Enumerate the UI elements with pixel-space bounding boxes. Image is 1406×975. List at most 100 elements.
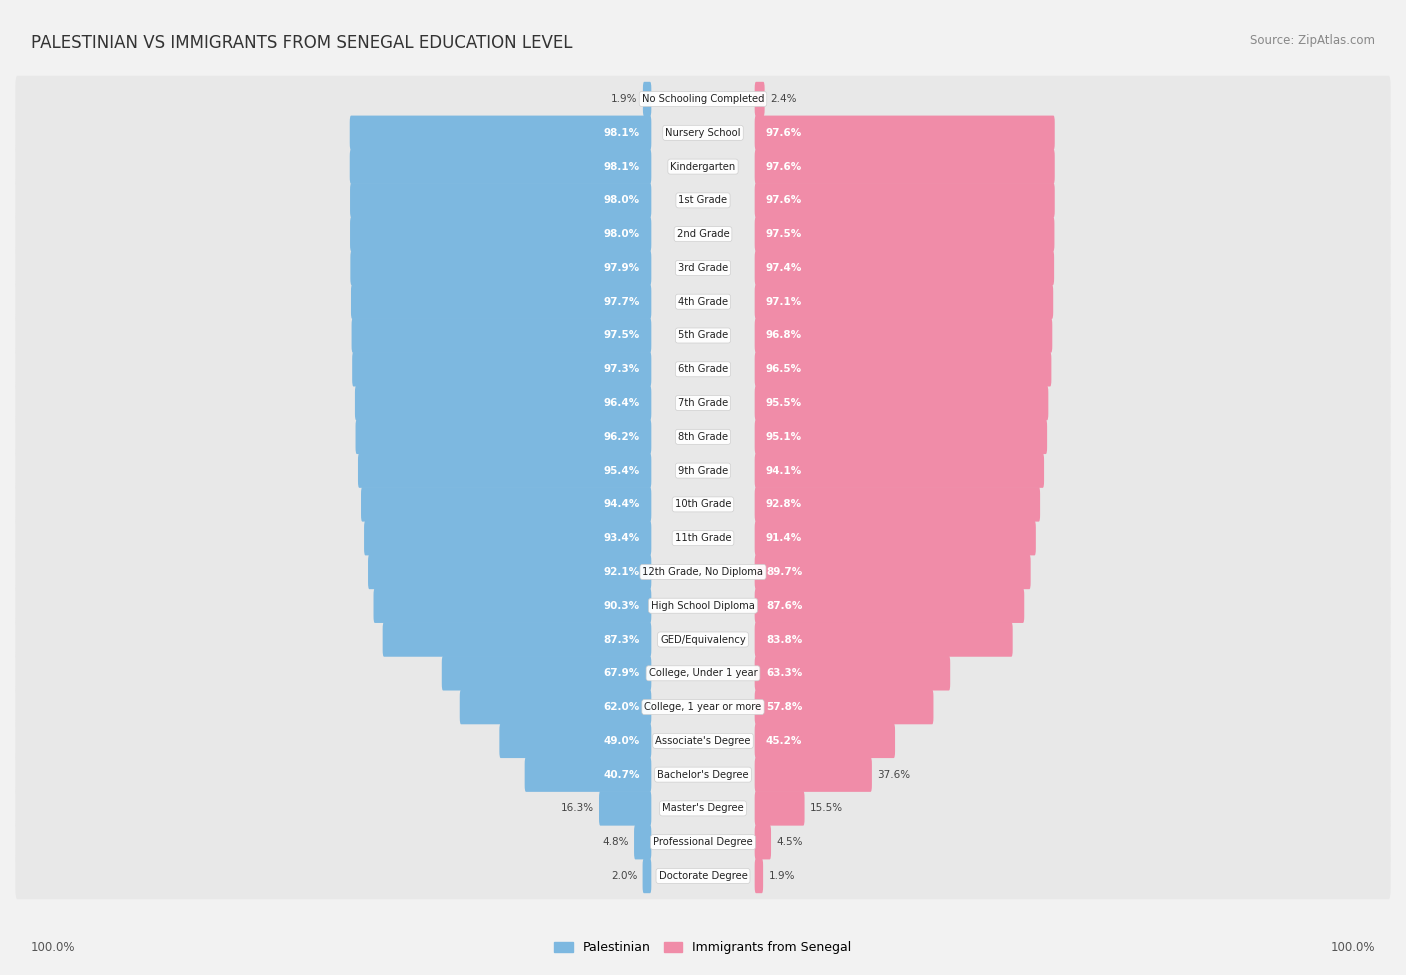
FancyBboxPatch shape [374,589,651,623]
FancyBboxPatch shape [352,285,651,319]
FancyBboxPatch shape [755,251,1054,285]
FancyBboxPatch shape [15,549,1391,596]
FancyBboxPatch shape [15,582,1391,629]
FancyBboxPatch shape [755,488,1040,522]
Text: 1.9%: 1.9% [769,871,794,881]
FancyBboxPatch shape [755,589,1024,623]
Text: 2nd Grade: 2nd Grade [676,229,730,239]
FancyBboxPatch shape [755,555,1031,589]
FancyBboxPatch shape [361,488,651,522]
FancyBboxPatch shape [499,723,651,759]
FancyBboxPatch shape [755,149,1054,184]
Text: 97.5%: 97.5% [766,229,803,239]
Text: 12th Grade, No Diploma: 12th Grade, No Diploma [643,566,763,577]
Text: 97.6%: 97.6% [766,195,803,206]
FancyBboxPatch shape [755,859,763,893]
FancyBboxPatch shape [755,352,1052,386]
Text: 98.1%: 98.1% [605,128,640,137]
Text: 97.4%: 97.4% [766,263,803,273]
Text: 83.8%: 83.8% [766,635,803,644]
Text: 91.4%: 91.4% [766,533,803,543]
FancyBboxPatch shape [15,379,1391,426]
FancyBboxPatch shape [354,386,651,420]
FancyBboxPatch shape [352,352,651,386]
Text: 96.5%: 96.5% [766,365,801,374]
Text: 11th Grade: 11th Grade [675,533,731,543]
FancyBboxPatch shape [755,216,1054,252]
FancyBboxPatch shape [755,758,872,792]
FancyBboxPatch shape [599,791,651,826]
FancyBboxPatch shape [15,211,1391,257]
FancyBboxPatch shape [350,216,651,252]
FancyBboxPatch shape [15,752,1391,798]
FancyBboxPatch shape [755,82,765,116]
Text: 87.3%: 87.3% [603,635,640,644]
Text: 97.5%: 97.5% [603,331,640,340]
FancyBboxPatch shape [350,183,651,217]
Text: Nursery School: Nursery School [665,128,741,137]
Text: Source: ZipAtlas.com: Source: ZipAtlas.com [1250,34,1375,47]
FancyBboxPatch shape [755,521,1036,556]
FancyBboxPatch shape [350,251,651,285]
Text: 2.0%: 2.0% [612,871,637,881]
FancyBboxPatch shape [755,656,950,690]
FancyBboxPatch shape [755,825,770,859]
FancyBboxPatch shape [441,656,651,690]
FancyBboxPatch shape [15,346,1391,393]
FancyBboxPatch shape [15,245,1391,292]
FancyBboxPatch shape [755,183,1054,217]
FancyBboxPatch shape [350,116,651,150]
FancyBboxPatch shape [755,690,934,724]
FancyBboxPatch shape [15,718,1391,764]
Text: 62.0%: 62.0% [603,702,640,712]
FancyBboxPatch shape [15,76,1391,122]
Text: 97.7%: 97.7% [603,296,640,307]
Text: 92.8%: 92.8% [766,499,801,509]
FancyBboxPatch shape [524,758,651,792]
FancyBboxPatch shape [460,690,651,724]
FancyBboxPatch shape [15,785,1391,832]
FancyBboxPatch shape [15,616,1391,663]
Text: 89.7%: 89.7% [766,566,803,577]
Text: 98.0%: 98.0% [605,195,640,206]
Text: Kindergarten: Kindergarten [671,162,735,172]
Legend: Palestinian, Immigrants from Senegal: Palestinian, Immigrants from Senegal [550,936,856,959]
Text: College, 1 year or more: College, 1 year or more [644,702,762,712]
Text: Doctorate Degree: Doctorate Degree [658,871,748,881]
FancyBboxPatch shape [755,285,1053,319]
Text: Professional Degree: Professional Degree [654,838,752,847]
FancyBboxPatch shape [352,318,651,353]
Text: 10th Grade: 10th Grade [675,499,731,509]
FancyBboxPatch shape [15,683,1391,730]
FancyBboxPatch shape [643,859,651,893]
FancyBboxPatch shape [15,481,1391,527]
Text: GED/Equivalency: GED/Equivalency [661,635,745,644]
FancyBboxPatch shape [15,515,1391,562]
Text: 8th Grade: 8th Grade [678,432,728,442]
Text: 100.0%: 100.0% [31,941,76,955]
Text: 4th Grade: 4th Grade [678,296,728,307]
FancyBboxPatch shape [755,386,1049,420]
FancyBboxPatch shape [15,109,1391,156]
FancyBboxPatch shape [15,448,1391,494]
Text: 4.5%: 4.5% [776,838,803,847]
Text: 2.4%: 2.4% [770,94,796,104]
Text: 6th Grade: 6th Grade [678,365,728,374]
Text: 97.3%: 97.3% [603,365,640,374]
FancyBboxPatch shape [755,723,896,759]
Text: 94.4%: 94.4% [603,499,640,509]
Text: 98.0%: 98.0% [605,229,640,239]
Text: 5th Grade: 5th Grade [678,331,728,340]
Text: 49.0%: 49.0% [603,736,640,746]
FancyBboxPatch shape [15,279,1391,325]
FancyBboxPatch shape [15,143,1391,190]
Text: 96.4%: 96.4% [603,398,640,409]
Text: 96.8%: 96.8% [766,331,801,340]
Text: 57.8%: 57.8% [766,702,803,712]
FancyBboxPatch shape [356,419,651,454]
Text: Bachelor's Degree: Bachelor's Degree [657,769,749,780]
FancyBboxPatch shape [755,791,804,826]
Text: 9th Grade: 9th Grade [678,466,728,476]
Text: 96.2%: 96.2% [605,432,640,442]
Text: 63.3%: 63.3% [766,668,803,679]
